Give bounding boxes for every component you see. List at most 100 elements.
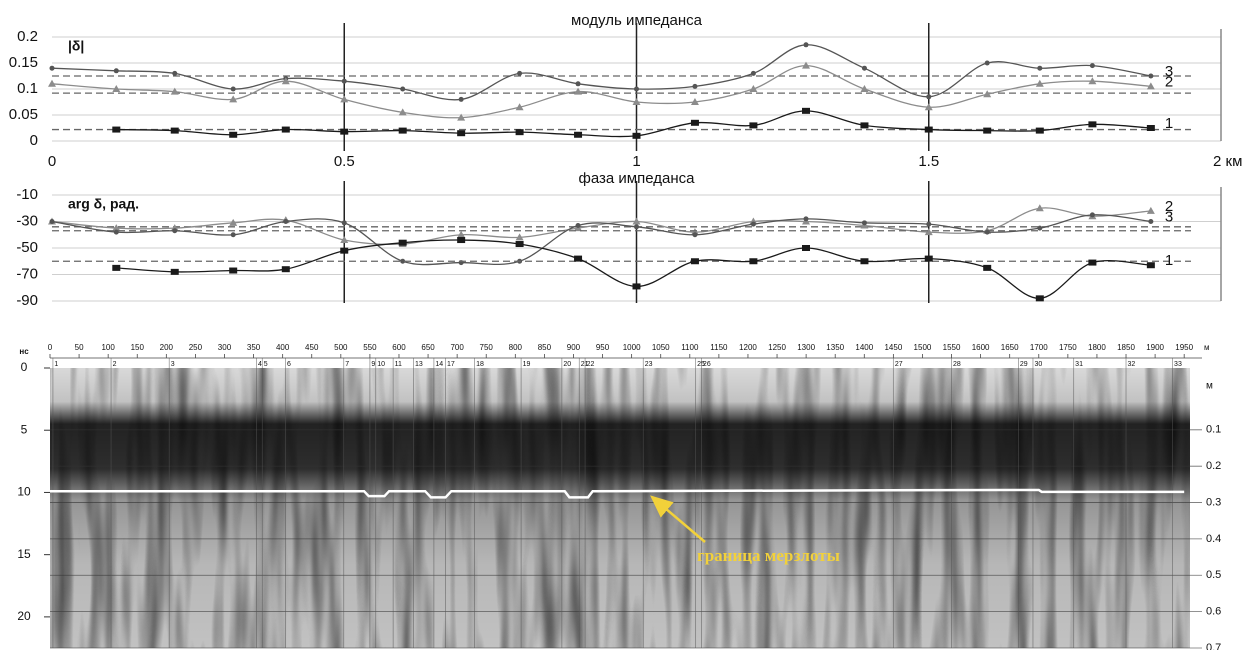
y-axis-label: нс xyxy=(19,347,29,356)
annotation-arrow xyxy=(650,495,706,543)
x-tick-label: 800 xyxy=(509,343,523,352)
x-tick-label: 600 xyxy=(392,343,406,352)
point xyxy=(860,122,869,129)
point xyxy=(113,229,119,235)
y-tick-label: 0.1 xyxy=(17,80,38,97)
series-line xyxy=(51,207,1151,245)
point xyxy=(1035,79,1044,87)
y-tick-label: 5 xyxy=(21,422,28,436)
point xyxy=(983,90,992,98)
y-tick-label: 0 xyxy=(30,132,38,149)
marker-label: 10 xyxy=(377,361,385,368)
x-tick-label: 50 xyxy=(75,343,84,352)
point xyxy=(398,108,407,116)
y2-tick-label: 0.5 xyxy=(1206,569,1221,581)
x-tick-label: 1350 xyxy=(826,343,844,352)
x-tick-label: 1300 xyxy=(797,343,815,352)
x-tick-label: 1950 xyxy=(1175,343,1193,352)
y2-tick-label: 0.6 xyxy=(1206,606,1221,618)
x-tick-label: 550 xyxy=(363,343,377,352)
point xyxy=(575,222,581,228)
x-tick-label: 700 xyxy=(450,343,464,352)
point xyxy=(749,122,758,129)
point xyxy=(1035,295,1044,302)
y2-axis-label: м xyxy=(1206,381,1213,392)
y-tick-label: -70 xyxy=(16,265,38,282)
point xyxy=(281,266,290,273)
point xyxy=(690,98,699,105)
marker-label: 2 xyxy=(113,361,117,368)
x-tick-label: 1850 xyxy=(1117,343,1135,352)
x-tick-label: 150 xyxy=(131,343,145,352)
point xyxy=(172,228,178,234)
series-label: 2 xyxy=(1165,198,1173,215)
point xyxy=(802,61,811,69)
x-tick-label: 1150 xyxy=(710,343,728,352)
point xyxy=(1037,225,1043,231)
point xyxy=(690,258,699,265)
x-tick-label: 650 xyxy=(421,343,435,352)
x-tick-label: 1400 xyxy=(855,343,873,352)
x-tick-label: 400 xyxy=(276,343,290,352)
point xyxy=(860,85,869,92)
point xyxy=(575,81,581,87)
marker-label: 22 xyxy=(587,361,595,368)
x-tick-label: 1050 xyxy=(652,343,670,352)
point xyxy=(1146,125,1155,131)
marker-label: 29 xyxy=(1020,361,1028,368)
chart-title: фаза импеданса xyxy=(579,170,696,187)
point xyxy=(924,255,933,262)
point xyxy=(229,131,238,138)
x-tick-label: 450 xyxy=(305,343,319,352)
marker-label: 33 xyxy=(1174,361,1182,368)
point xyxy=(458,96,464,102)
point xyxy=(632,283,641,290)
point xyxy=(750,70,756,76)
y-tick-label: -10 xyxy=(16,186,38,203)
point xyxy=(515,241,524,248)
y-axis-label: |δ| xyxy=(68,38,84,54)
series-label: 3 xyxy=(1165,208,1173,225)
y-tick-label: -30 xyxy=(16,212,38,229)
marker-label: 3 xyxy=(171,361,175,368)
point xyxy=(1088,77,1097,85)
series-label: 1 xyxy=(1165,115,1173,132)
point xyxy=(340,95,349,103)
point xyxy=(49,65,55,71)
x-tick-label: 1.5 xyxy=(918,153,939,170)
point xyxy=(1088,121,1097,128)
point xyxy=(574,87,583,95)
x-tick-label: 1550 xyxy=(943,343,961,352)
point xyxy=(113,68,119,74)
point xyxy=(515,103,524,111)
x-tick-label: 900 xyxy=(567,343,581,352)
y-tick-label: 0.2 xyxy=(17,28,38,45)
radargram-texture xyxy=(50,368,1190,648)
point xyxy=(112,264,121,271)
point xyxy=(230,232,236,238)
boundary-line xyxy=(50,488,1185,499)
x-tick-label: 250 xyxy=(189,343,203,352)
x-tick-label: 1600 xyxy=(972,343,990,352)
point xyxy=(281,126,290,133)
point xyxy=(574,255,583,262)
x-tick-label: 350 xyxy=(247,343,261,352)
marker-label: 4 xyxy=(258,361,262,368)
point xyxy=(861,65,867,71)
x-tick-label: 1500 xyxy=(914,343,932,352)
point xyxy=(400,86,406,92)
point xyxy=(983,264,992,271)
point xyxy=(1089,212,1095,218)
marker-label: 20 xyxy=(563,361,571,368)
x-tick-label: 1450 xyxy=(884,343,902,352)
point xyxy=(924,228,933,236)
series-line xyxy=(51,214,1151,266)
x-tick-label: 1700 xyxy=(1030,343,1048,352)
point xyxy=(749,85,758,92)
y-tick-label: 15 xyxy=(17,547,31,561)
point xyxy=(1035,127,1044,134)
point xyxy=(1146,206,1155,214)
point xyxy=(860,258,869,265)
point xyxy=(861,220,867,226)
